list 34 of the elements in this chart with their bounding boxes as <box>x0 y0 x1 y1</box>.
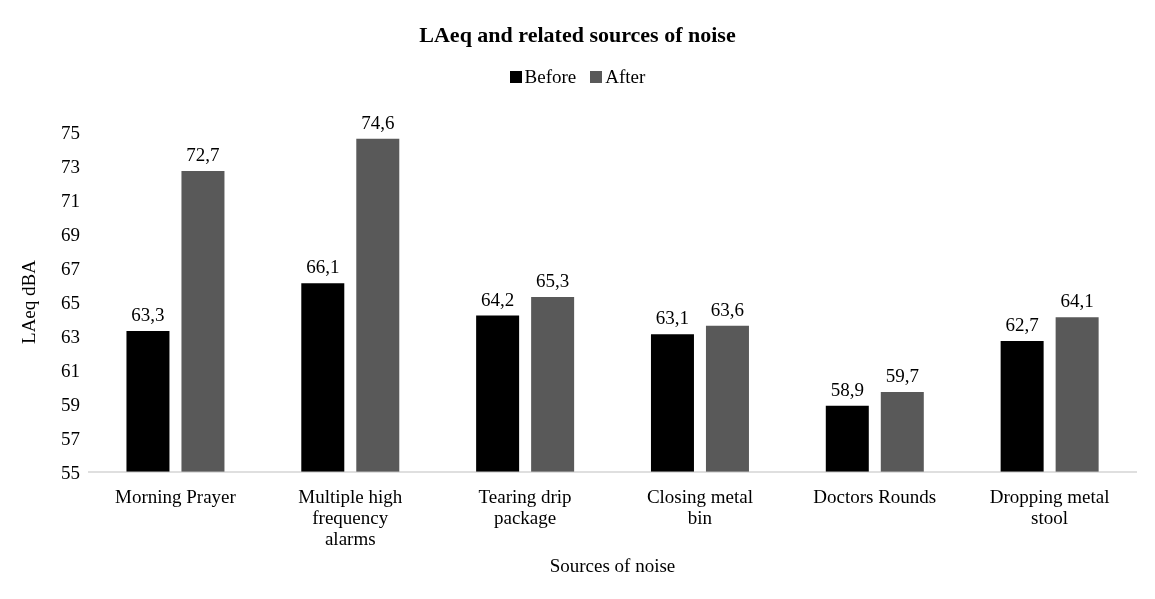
legend-label: Before <box>524 66 577 88</box>
data-label: 63,6 <box>710 298 745 320</box>
y-tick-label: 71 <box>61 189 80 211</box>
x-tick-label: Closing metal bin <box>646 486 753 528</box>
data-label: 58,9 <box>830 378 864 400</box>
y-axis-title: LAeq dBA <box>17 259 39 344</box>
y-tick-label: 73 <box>61 155 80 177</box>
y-tick-label: 55 <box>61 461 80 483</box>
y-tick-label: 57 <box>61 427 80 449</box>
legend-label: After <box>605 66 646 88</box>
y-tick-label: 61 <box>61 359 80 381</box>
data-label: 64,2 <box>481 288 515 310</box>
data-label: 65,3 <box>536 269 570 291</box>
x-tick-label: Doctors Rounds <box>813 486 937 508</box>
x-tick-label: Multiple high frequency alarms <box>298 486 403 549</box>
y-tick-label: 67 <box>61 257 80 279</box>
x-tick-label: Morning Prayer <box>114 486 237 508</box>
data-label: 63,3 <box>131 303 165 325</box>
x-tick-label: Tearing drip package <box>478 486 572 528</box>
data-label: 62,7 <box>1005 314 1039 336</box>
y-tick-label: 75 <box>61 121 80 143</box>
y-tick-label: 59 <box>61 393 80 415</box>
data-label: 63,1 <box>655 307 690 329</box>
chart-title: LAeq and related sources of noise <box>418 21 737 49</box>
data-label: 72,7 <box>186 144 220 166</box>
data-label: 74,6 <box>361 111 395 133</box>
x-tick-label: Dropping metal stool <box>989 486 1110 528</box>
data-label: 66,1 <box>306 256 340 278</box>
y-tick-label: 69 <box>61 223 80 245</box>
y-tick-label: 65 <box>61 291 80 313</box>
x-axis-title: Sources of noise <box>549 555 676 576</box>
data-label: 59,7 <box>885 365 919 387</box>
y-tick-label: 63 <box>61 325 80 347</box>
data-label: 64,1 <box>1060 290 1094 312</box>
